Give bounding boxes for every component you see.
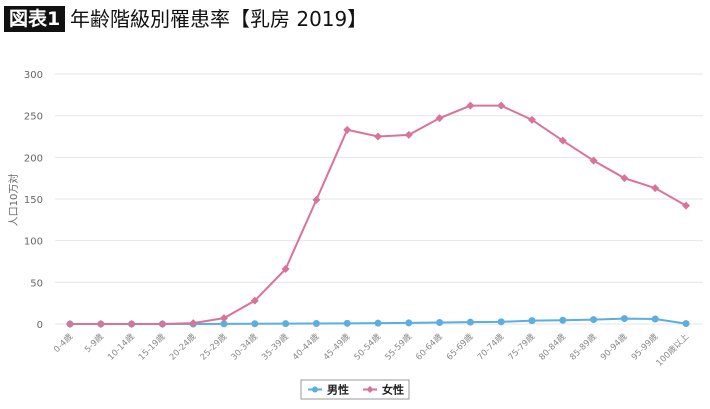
data-point <box>220 320 228 328</box>
data-point <box>96 320 105 328</box>
x-tick-label: 45-49歳 <box>321 331 353 363</box>
x-tick-label: 70-74歳 <box>475 331 507 363</box>
data-point <box>682 201 690 210</box>
x-tick-label: 85-89歳 <box>567 331 599 363</box>
x-tick-label: 100歳以上 <box>654 331 692 369</box>
data-point <box>405 319 413 327</box>
y-tick-label: 0 <box>37 320 43 331</box>
data-point <box>528 317 536 325</box>
data-point <box>589 156 598 165</box>
x-tick-label: 80-84歳 <box>537 331 569 363</box>
data-point <box>620 174 629 183</box>
data-point <box>559 316 567 324</box>
data-point <box>620 315 628 323</box>
x-tick-label: 50-54歳 <box>352 331 384 363</box>
data-point <box>466 318 474 326</box>
data-point <box>374 132 382 141</box>
legend: 男性 女性 <box>300 379 410 400</box>
y-axis-label: 人口10万対 <box>7 174 20 227</box>
data-point <box>282 320 290 328</box>
x-tick-label: 35-39歳 <box>259 331 291 363</box>
data-point <box>590 316 598 324</box>
data-point <box>250 296 259 305</box>
legend-label: 女性 <box>382 383 404 397</box>
data-point <box>497 101 506 110</box>
x-tick-label: 65-69歳 <box>444 331 476 363</box>
legend-label: 男性 <box>327 383 349 397</box>
data-point <box>251 320 259 328</box>
data-point <box>466 101 475 110</box>
data-point <box>343 319 351 327</box>
x-tick-label: 10-14歳 <box>105 331 137 363</box>
y-tick-label: 200 <box>24 153 43 164</box>
x-tick-label: 40-44歳 <box>290 331 322 363</box>
data-point <box>127 320 136 328</box>
data-point <box>404 130 413 139</box>
x-tick-label: 90-94歳 <box>598 331 630 363</box>
data-point <box>343 125 352 134</box>
x-tick-label: 30-34歳 <box>229 331 261 363</box>
data-point <box>497 318 505 326</box>
series-female <box>66 101 690 328</box>
data-point <box>312 320 320 327</box>
y-tick-label: 250 <box>24 112 43 123</box>
x-tick-label: 95-99歳 <box>629 331 661 363</box>
x-tick-label: 55-59歳 <box>383 331 415 363</box>
x-tick-label: 60-64歳 <box>413 331 445 363</box>
legend-item-female[interactable]: 女性 <box>363 383 404 397</box>
data-point <box>436 319 444 326</box>
data-point <box>158 320 167 328</box>
data-point <box>651 184 660 193</box>
x-tick-label: 5-9歳 <box>82 331 106 355</box>
data-point <box>435 114 444 123</box>
x-tick-label: 25-29歳 <box>198 331 230 363</box>
y-tick-label: 100 <box>24 237 43 248</box>
x-tick-label: 0-4歳 <box>52 331 76 355</box>
figure-badge: 図表1 <box>4 6 66 32</box>
legend-marker-icon <box>366 386 374 393</box>
data-point <box>189 319 198 328</box>
data-point <box>66 320 74 328</box>
x-tick-label: 20-24歳 <box>167 331 199 363</box>
data-point <box>312 195 321 204</box>
chart-title: 年齢階級別罹患率【乳房 2019】 <box>70 7 368 31</box>
series-male <box>66 315 690 328</box>
data-point <box>528 115 536 124</box>
y-tick-label: 50 <box>30 278 43 289</box>
data-point <box>682 320 690 328</box>
data-point <box>281 265 290 273</box>
y-tick-label: 300 <box>24 70 43 81</box>
data-point <box>651 315 659 323</box>
x-tick-label: 75-79歳 <box>506 331 538 363</box>
x-tick-label: 15-19歳 <box>136 331 168 363</box>
data-point <box>374 319 382 327</box>
data-point <box>558 136 567 145</box>
legend-marker-icon <box>312 386 318 393</box>
legend-item-male[interactable]: 男性 <box>308 383 349 397</box>
y-tick-label: 150 <box>24 195 43 206</box>
data-point <box>220 314 228 323</box>
